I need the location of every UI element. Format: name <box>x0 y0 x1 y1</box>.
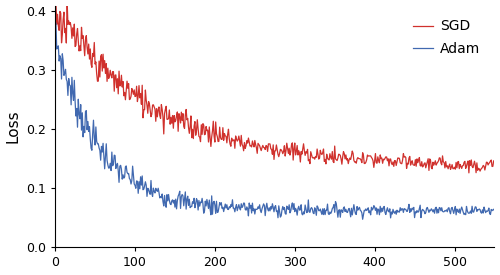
Adam <box>440 210 446 213</box>
SGD <box>492 159 498 162</box>
SGD <box>64 0 70 2</box>
SGD <box>254 146 260 149</box>
SGD <box>440 160 446 164</box>
Line: Adam: Adam <box>56 23 494 219</box>
Y-axis label: Loss: Loss <box>6 110 20 143</box>
SGD <box>358 157 364 161</box>
Adam <box>356 206 362 209</box>
Adam <box>53 22 59 25</box>
Adam <box>222 206 228 210</box>
Legend: SGD, Adam: SGD, Adam <box>406 12 487 63</box>
Line: SGD: SGD <box>56 1 494 173</box>
SGD <box>440 154 446 158</box>
SGD <box>86 42 91 46</box>
Adam <box>252 207 258 211</box>
Adam <box>440 210 446 213</box>
Adam <box>85 120 91 123</box>
SGD <box>222 134 228 138</box>
SGD <box>466 171 472 175</box>
SGD <box>53 2 59 5</box>
Adam <box>360 218 366 221</box>
Adam <box>492 209 498 212</box>
